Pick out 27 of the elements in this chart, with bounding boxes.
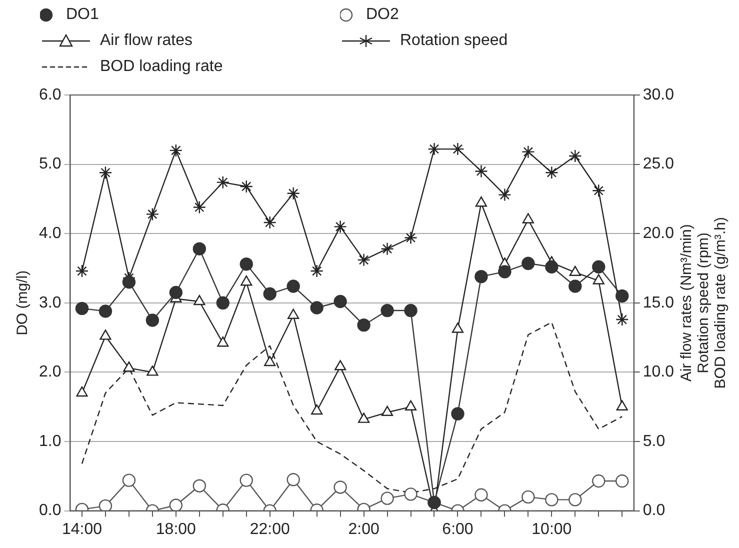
y2-tick-label: 30.0 [642,86,674,104]
y-axis-title: DO (mg/l) [14,270,32,336]
x-tick-label: 22:00 [250,520,290,538]
y-tick-label: 2.0 [38,364,62,381]
y2-tick-label: 25.0 [642,156,674,173]
y2-tick-label: 5.0 [642,432,666,450]
legend-label: DO2 [366,6,399,24]
y-tick-label: 3.0 [38,294,62,312]
x-tick-label: 10:00 [532,520,572,538]
y-tick-label: 6.0 [38,86,62,104]
y-tick-label: 0.0 [38,502,62,520]
legend-label: Rotation speed [400,32,508,50]
y2-tick-label: 0.0 [642,502,666,520]
legend-label: BOD loading rate [100,58,223,76]
y-tick-label: 1.0 [38,432,62,450]
legend-label: Air flow rates [100,32,192,50]
x-tick-label: 6:00 [442,520,474,538]
x-tick-label: 18:00 [156,520,196,538]
x-tick-label: 2:00 [348,520,380,538]
y2-tick-label: 15.0 [642,294,674,312]
legend-label: DO1 [66,6,99,24]
x-tick-label: 14:00 [62,520,102,538]
y2-axis-title: Air flow rates (Nm³/min) Rotation speed (rpm) BOD loading rate (g/m³.h) [678,217,730,389]
y-tick-label: 5.0 [38,156,62,173]
y2-tick-label: 20.0 [642,225,674,242]
y-tick-label: 4.0 [38,225,62,242]
y2-tick-label: 10.0 [642,364,674,381]
